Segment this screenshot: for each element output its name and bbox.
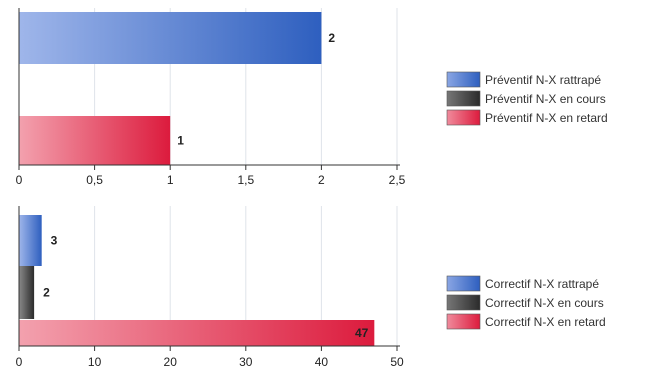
legend-swatch <box>446 275 481 292</box>
bar-pr-ventif-n-x-rattrap- <box>19 12 322 64</box>
x-tick-label: 0 <box>16 355 23 369</box>
legend-swatch <box>446 71 481 88</box>
legend: Correctif N-X rattrapé Correctif N-X en c… <box>446 275 606 330</box>
legend-swatch <box>446 109 481 126</box>
x-tick-label: 20 <box>164 355 178 369</box>
legend-label: Préventif N-X en cours <box>485 92 606 106</box>
x-tick-label: 1 <box>167 173 174 187</box>
x-tick-label: 10 <box>88 355 102 369</box>
legend-label: Correctif N-X en cours <box>485 296 604 310</box>
x-tick-label: 2,5 <box>389 173 406 187</box>
legend-label: Correctif N-X en retard <box>485 315 606 329</box>
data-label: 47 <box>355 326 369 340</box>
legend-label: Préventif N-X en retard <box>485 111 608 125</box>
legend-swatch <box>446 313 481 330</box>
x-tick-label: 1,5 <box>237 173 254 187</box>
x-tick-label: 0 <box>16 173 23 187</box>
legend-swatch <box>446 90 481 107</box>
legend-label: Préventif N-X rattrapé <box>485 73 601 87</box>
bar-pr-ventif-n-x-en-retard <box>19 116 171 165</box>
bar-correctif-n-x-en-cours <box>19 266 35 319</box>
x-tick-label: 0,5 <box>86 173 103 187</box>
legend-swatch <box>446 294 481 311</box>
x-tick-label: 2 <box>318 173 325 187</box>
legend: Préventif N-X rattrapé Préventif N-X en c… <box>446 71 608 126</box>
legend-label: Correctif N-X rattrapé <box>485 277 599 291</box>
data-label: 2 <box>328 31 335 45</box>
data-label: 2 <box>43 286 50 300</box>
bar-correctif-n-x-rattrap- <box>19 215 42 266</box>
data-label: 1 <box>177 134 184 148</box>
data-label: 3 <box>51 234 58 248</box>
x-tick-label: 30 <box>239 355 253 369</box>
x-tick-label: 50 <box>390 355 404 369</box>
x-tick-label: 40 <box>315 355 329 369</box>
bar-correctif-n-x-en-retard <box>19 320 375 346</box>
